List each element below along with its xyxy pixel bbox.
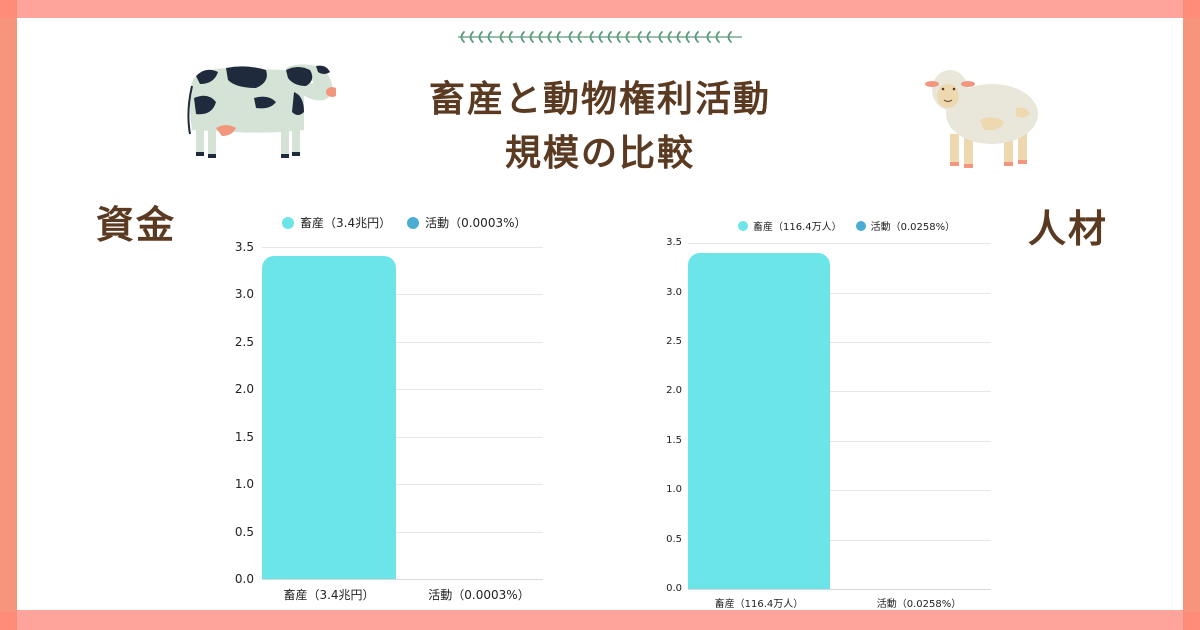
legend-item-activism[interactable]: 活動（0.0258%） — [855, 218, 956, 233]
vine-ornament-icon — [458, 31, 742, 43]
gridline — [688, 243, 991, 244]
y-tick: 1.0 — [234, 477, 254, 491]
legend-label: 畜産（116.4万人） — [753, 222, 842, 233]
x-label: 畜産（116.4万人） — [714, 599, 804, 610]
funding-label: 資金 — [96, 203, 177, 247]
legend-item-livestock[interactable]: 畜産（3.4兆円） — [282, 214, 391, 231]
legend-label: 畜産（3.4兆円） — [300, 216, 392, 230]
y-tick: 1.5 — [666, 435, 682, 446]
bar-livestock[interactable] — [688, 253, 830, 589]
y-tick: 0.0 — [666, 583, 682, 594]
frame-right-border — [1183, 0, 1200, 630]
frame-corner — [0, 0, 17, 18]
x-label: 活動（0.0003%） — [428, 588, 530, 602]
y-tick: 2.5 — [234, 335, 254, 349]
frame-corner — [1183, 612, 1200, 630]
x-label: 活動（0.0258%） — [876, 599, 962, 610]
y-tick: 2.5 — [666, 336, 682, 347]
gridline — [688, 342, 991, 343]
frame-bottom-border — [0, 610, 1200, 630]
page-title-line1: 畜産と動物権利活動 — [428, 79, 771, 120]
legend-label: 活動（0.0003%） — [425, 216, 527, 230]
cow-icon — [187, 64, 336, 158]
gridline — [262, 389, 543, 390]
y-tick: 0.0 — [234, 572, 254, 586]
legend-item-activism[interactable]: 活動（0.0003%） — [407, 214, 527, 231]
y-tick: 1.0 — [666, 484, 682, 495]
frame-top-border — [0, 0, 1200, 18]
gridline — [688, 490, 991, 491]
y-tick: 0.5 — [234, 525, 254, 539]
chart-legend: 畜産（3.4兆円） 活動（0.0003%） — [282, 214, 527, 231]
legend-dot-icon — [738, 220, 748, 231]
x-label: 畜産（3.4兆円） — [283, 588, 375, 602]
gridline — [688, 293, 991, 294]
gridline — [688, 391, 991, 392]
y-tick: 0.5 — [666, 534, 682, 545]
y-tick: 3.0 — [666, 287, 682, 298]
frame-corner — [1183, 0, 1200, 18]
bar-livestock[interactable] — [262, 256, 396, 579]
y-tick: 3.5 — [234, 240, 254, 254]
legend-item-livestock[interactable]: 畜産（116.4万人） — [738, 218, 842, 233]
chart-legend: 畜産（116.4万人） 活動（0.0258%） — [738, 218, 955, 233]
gridline — [262, 532, 543, 533]
gridline — [262, 484, 543, 485]
y-tick: 3.0 — [234, 287, 254, 301]
x-axis-line — [262, 579, 543, 580]
gridline — [262, 437, 543, 438]
y-tick: 2.0 — [234, 382, 254, 396]
gridline — [688, 441, 991, 442]
gridline — [262, 342, 543, 343]
legend-dot-icon — [282, 216, 294, 229]
frame-left-border — [0, 0, 17, 630]
sheep-icon — [925, 70, 1038, 168]
gridline — [262, 247, 543, 248]
gridline — [262, 294, 543, 295]
y-tick: 3.5 — [666, 237, 682, 248]
legend-dot-icon — [855, 220, 866, 231]
frame-corner — [0, 612, 17, 630]
page-title-line2: 規模の比較 — [504, 133, 695, 174]
legend-label: 活動（0.0258%） — [870, 222, 956, 233]
personnel-label: 人材 — [1028, 207, 1109, 251]
x-axis-line — [688, 589, 991, 590]
y-tick: 2.0 — [666, 385, 682, 396]
legend-dot-icon — [407, 216, 420, 229]
y-tick: 1.5 — [234, 430, 254, 444]
gridline — [688, 540, 991, 541]
